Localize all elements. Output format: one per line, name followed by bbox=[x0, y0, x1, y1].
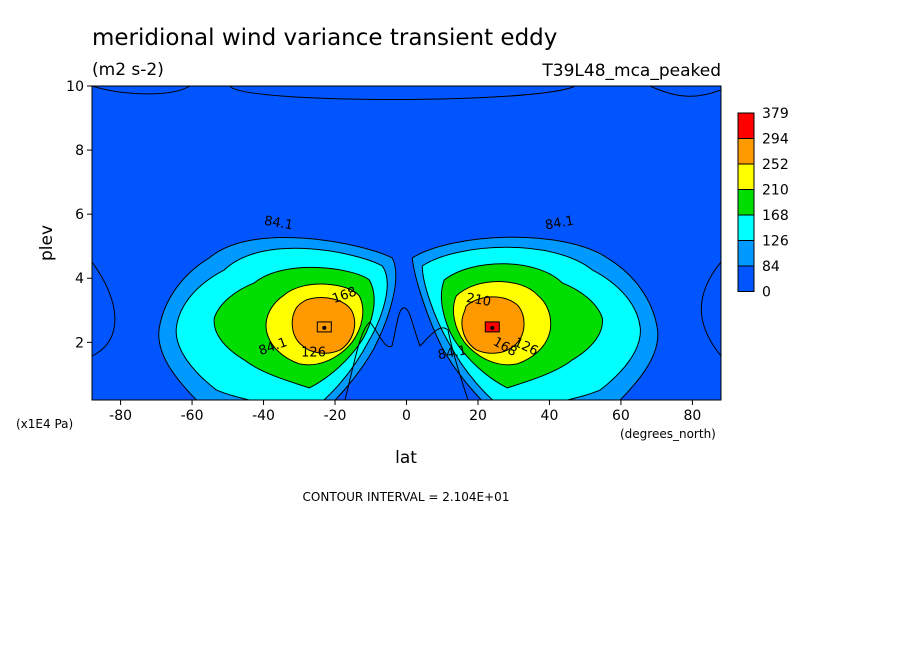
colorbar-label: 294 bbox=[762, 132, 789, 148]
contour-line bbox=[265, 283, 364, 366]
colorbar-label: 210 bbox=[762, 183, 789, 199]
contour-line bbox=[175, 247, 388, 400]
contour-line bbox=[411, 236, 659, 400]
y-axis-units: (x1E4 Pa) bbox=[16, 417, 73, 431]
x-tick-label: 40 bbox=[541, 408, 559, 424]
contour-line bbox=[158, 236, 397, 400]
colorbar-swatch bbox=[737, 214, 755, 241]
peak-marker bbox=[490, 325, 495, 330]
contour-value-label: 210 bbox=[465, 291, 492, 310]
colorbar-label: 168 bbox=[762, 208, 789, 224]
y-tick-label: 4 bbox=[75, 271, 84, 287]
contour-line bbox=[92, 86, 191, 95]
y-tick-label: 6 bbox=[75, 207, 84, 223]
x-axis-units: (degrees_north) bbox=[620, 427, 716, 441]
contour-line bbox=[700, 261, 721, 357]
colorbar-swatch bbox=[737, 138, 755, 165]
contour-line bbox=[453, 281, 552, 366]
contour-line bbox=[92, 261, 116, 357]
x-tick-label: -60 bbox=[181, 408, 204, 424]
chart-title: meridional wind variance transient eddy bbox=[92, 25, 557, 51]
x-tick-label: 20 bbox=[469, 408, 487, 424]
contour-line bbox=[213, 267, 375, 389]
x-tick-label: -40 bbox=[252, 408, 275, 424]
y-tick-label: 10 bbox=[66, 79, 84, 95]
peak-marker bbox=[322, 325, 327, 330]
x-tick-label: 60 bbox=[612, 408, 630, 424]
contour-value-label: 84.1 bbox=[263, 214, 294, 234]
contour-interval: CONTOUR INTERVAL = 2.104E+01 bbox=[303, 490, 510, 504]
contour-value-label: 84.1 bbox=[544, 214, 575, 234]
colorbar-label: 126 bbox=[762, 234, 789, 250]
colorbar-label: 379 bbox=[762, 106, 789, 122]
x-tick-label: -20 bbox=[324, 408, 347, 424]
contour-line bbox=[229, 86, 576, 100]
colorbar-swatch bbox=[737, 265, 755, 292]
x-tick-label: 80 bbox=[683, 408, 701, 424]
colorbar-label: 0 bbox=[762, 285, 771, 301]
dataset-label: T39L48_mca_peaked bbox=[541, 61, 721, 81]
contour-line bbox=[421, 246, 641, 400]
plot-area bbox=[92, 86, 721, 400]
y-tick-label: 8 bbox=[75, 143, 84, 159]
colorbar-swatch bbox=[737, 189, 755, 216]
contour-line bbox=[461, 296, 525, 354]
y-axis: 2 4 6 8 10 bbox=[66, 79, 92, 351]
contour-value-label: 84.1 bbox=[437, 343, 468, 363]
colorbar-label: 84 bbox=[762, 259, 780, 275]
x-tick-label: 0 bbox=[402, 408, 411, 424]
chart-units: (m2 s-2) bbox=[92, 60, 164, 80]
contour-line bbox=[291, 297, 356, 354]
contour-value-label: 126 bbox=[301, 346, 326, 361]
x-axis: -80 -60 -40 -20 0 20 40 60 80 bbox=[109, 400, 701, 424]
contour-line bbox=[441, 263, 603, 389]
colorbar: 379 294 252 210 168 126 84 0 bbox=[737, 106, 789, 301]
colorbar-swatch bbox=[737, 163, 755, 190]
colorbar-swatch bbox=[737, 240, 755, 267]
colorbar-label: 252 bbox=[762, 157, 789, 173]
contour-line bbox=[344, 307, 469, 400]
y-tick-label: 2 bbox=[75, 335, 84, 351]
x-tick-label: -80 bbox=[109, 408, 132, 424]
y-axis-label: plev bbox=[37, 225, 57, 261]
contour-line bbox=[649, 86, 721, 97]
x-axis-label: lat bbox=[395, 448, 417, 468]
colorbar-swatch bbox=[737, 112, 755, 139]
